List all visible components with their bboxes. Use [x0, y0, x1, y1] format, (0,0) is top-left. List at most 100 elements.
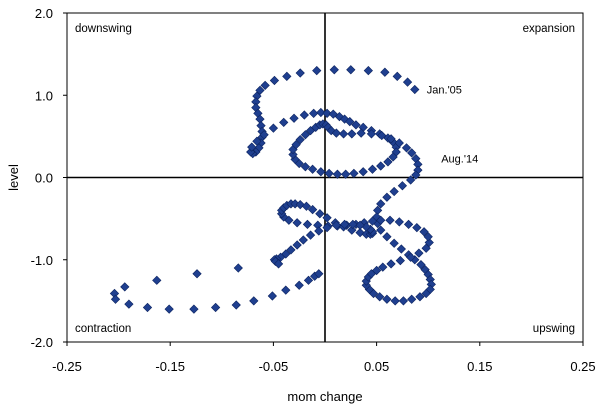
data-point [124, 299, 134, 309]
data-point [386, 134, 396, 144]
data-point [351, 120, 361, 130]
data-point [288, 149, 298, 160]
data-point [300, 162, 311, 172]
x-tick-label: 0.15 [467, 359, 492, 374]
data-point [363, 65, 373, 76]
data-point [298, 235, 308, 245]
data-point [407, 148, 417, 158]
data-point [231, 300, 241, 310]
data-point [390, 296, 400, 306]
data-point [382, 192, 392, 202]
data-point [414, 248, 424, 258]
data-point [376, 215, 386, 225]
x-tick-label: 0.05 [364, 359, 389, 374]
y-axis-title: level [6, 164, 21, 191]
data-point [394, 217, 404, 227]
data-point [279, 117, 289, 128]
y-tick-label: 1.0 [35, 88, 53, 103]
data-point [389, 238, 399, 248]
data-point [401, 143, 412, 153]
data-point [295, 68, 305, 78]
data-point [377, 130, 387, 141]
data-point [315, 209, 325, 219]
data-point [152, 275, 162, 285]
data-point [233, 263, 243, 273]
data-point [421, 243, 431, 253]
data-point [322, 108, 332, 118]
x-tick-label: -0.15 [155, 359, 185, 374]
data-point [120, 282, 130, 292]
x-tick-label: 0.25 [570, 359, 595, 374]
data-point [395, 255, 405, 266]
data-point [292, 240, 302, 250]
y-axis-ticks: -2.0 -1.0 0.0 1.0 2.0 [31, 6, 67, 350]
data-point [255, 85, 265, 95]
annotation-aug-14: Aug.'14 [441, 154, 478, 166]
data-point [397, 181, 408, 191]
data-point [348, 219, 358, 230]
data-point [303, 275, 314, 285]
data-point [267, 291, 277, 301]
data-point [309, 108, 319, 118]
data-point [423, 232, 433, 242]
data-point [312, 65, 322, 76]
annotation-jan-05: Jan.'05 [427, 84, 462, 96]
data-point [356, 128, 366, 138]
data-point [192, 269, 202, 279]
data-point [286, 245, 296, 255]
data-point [407, 294, 417, 304]
data-point [347, 225, 357, 235]
data-point [358, 167, 368, 177]
y-tick-label: -2.0 [31, 335, 53, 350]
data-point [345, 116, 355, 127]
data-point [322, 213, 332, 223]
data-point [386, 259, 396, 269]
data-points [110, 65, 436, 314]
data-point [410, 84, 420, 95]
data-point [305, 230, 316, 240]
x-axis-ticks: -0.25 -0.15 -0.05 0.05 0.15 0.25 [52, 342, 596, 374]
data-point [402, 77, 413, 87]
data-point [376, 199, 386, 209]
data-point [322, 223, 332, 233]
x-tick-label: -0.05 [259, 359, 289, 374]
y-tick-label: 0.0 [35, 171, 53, 186]
data-point [307, 204, 318, 215]
data-point [376, 225, 386, 235]
data-point [389, 186, 399, 197]
data-point [332, 169, 343, 179]
x-tick-label: -0.25 [52, 359, 82, 374]
data-point [382, 294, 392, 304]
data-point [295, 135, 305, 145]
data-point [421, 288, 431, 299]
data-point [281, 249, 291, 259]
data-point [349, 168, 359, 179]
data-point [378, 262, 388, 272]
data-point [269, 75, 280, 86]
data-point [247, 142, 257, 152]
data-point [142, 302, 153, 313]
data-point [367, 164, 378, 174]
data-point [419, 227, 429, 237]
data-point [300, 130, 311, 140]
data-point [367, 216, 378, 226]
data-point [375, 292, 385, 302]
data-point [424, 237, 434, 248]
data-point [392, 71, 402, 81]
data-point [259, 130, 269, 140]
data-point [316, 167, 326, 177]
data-point [398, 296, 409, 306]
data-point [339, 219, 350, 230]
data-point [316, 107, 326, 118]
data-point [376, 161, 386, 171]
data-point [396, 244, 406, 254]
data-point [164, 304, 174, 314]
data-point [394, 138, 404, 148]
quadrant-label-contraction: contraction [75, 323, 131, 335]
data-point [383, 157, 393, 167]
data-point [329, 65, 339, 75]
data-point [273, 259, 284, 269]
data-point [366, 129, 377, 139]
data-point [406, 175, 416, 185]
data-point [326, 125, 336, 136]
